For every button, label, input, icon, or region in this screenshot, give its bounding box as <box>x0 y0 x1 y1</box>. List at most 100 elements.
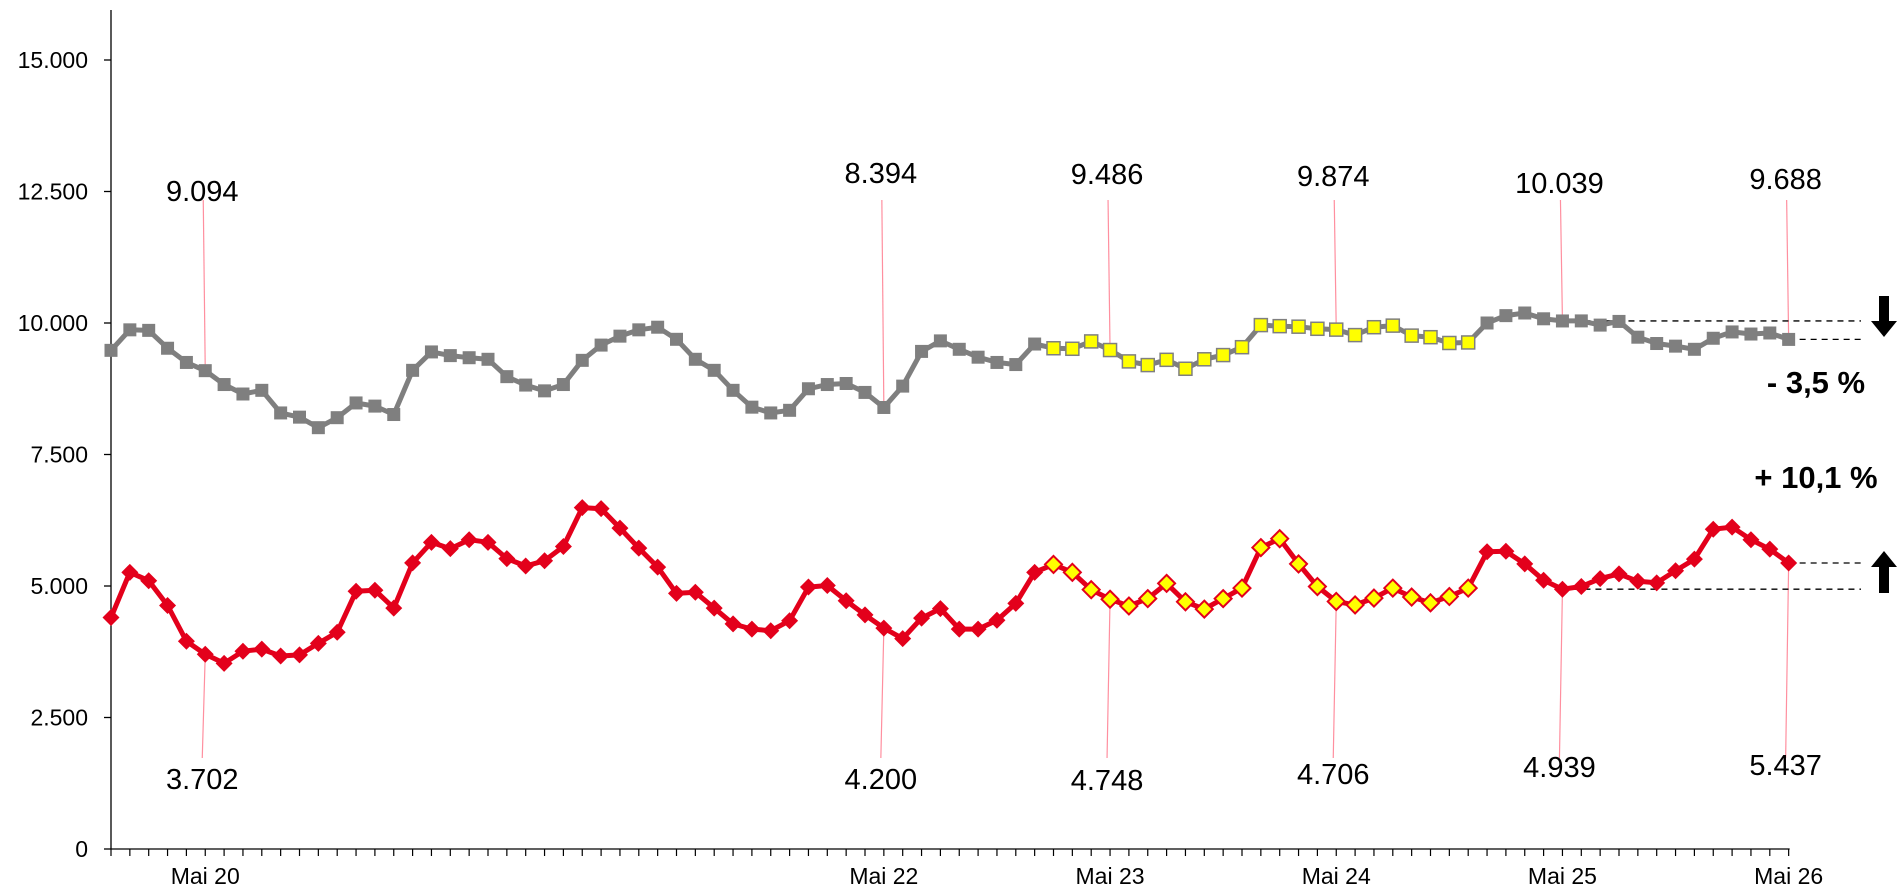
data-point-marker <box>198 364 212 378</box>
data-point-marker <box>1401 587 1422 607</box>
data-point-marker <box>1102 342 1118 358</box>
data-point-marker <box>877 400 891 414</box>
data-point-marker <box>988 611 1006 629</box>
data-point-marker <box>1194 599 1215 620</box>
annotation-value-label: 3.702 <box>166 764 239 796</box>
data-point-marker <box>441 540 459 558</box>
data-point-marker <box>913 609 931 627</box>
data-point-marker <box>1631 330 1645 344</box>
annotation-leader-line <box>1106 599 1111 759</box>
annotation-leader-line <box>880 628 885 759</box>
data-point-marker <box>1100 589 1120 610</box>
series-lines <box>108 310 1791 666</box>
data-point-marker <box>196 645 214 663</box>
data-point-marker <box>1156 573 1177 594</box>
annotation-leader-line <box>1332 601 1337 759</box>
data-point-marker <box>1347 327 1363 343</box>
data-point-marker <box>179 355 193 369</box>
data-point-marker <box>1593 318 1607 332</box>
data-point-marker <box>1310 321 1325 337</box>
data-point-marker <box>726 383 740 397</box>
data-point-marker <box>915 344 929 358</box>
data-point-marker <box>291 646 308 664</box>
annotation-leader-line <box>881 199 885 408</box>
data-point-marker <box>1081 579 1102 600</box>
annotation-value-label: 9.688 <box>1749 164 1822 196</box>
data-point-marker <box>1650 337 1664 351</box>
data-point-marker <box>1329 322 1344 337</box>
annotation-value-label: 9.486 <box>1071 159 1144 191</box>
data-point-marker <box>1366 319 1382 335</box>
data-point-marker <box>1007 594 1025 612</box>
data-point-marker <box>688 352 702 366</box>
y-tick-label: 2.500 <box>30 705 88 731</box>
x-tick-label: Mai 25 <box>1528 863 1597 889</box>
data-point-marker <box>707 363 721 377</box>
data-point-marker <box>1669 339 1683 353</box>
data-point-marker <box>1291 319 1306 334</box>
annotation-leader-line <box>1333 199 1337 330</box>
annotation-value-label: 10.039 <box>1515 168 1604 200</box>
data-point-marker <box>387 408 401 422</box>
data-point-marker <box>309 634 327 652</box>
percent-change-label: + 10,1 % <box>1754 460 1877 495</box>
data-point-marker <box>422 533 440 551</box>
data-point-marker <box>366 581 384 599</box>
data-point-marker <box>1460 335 1476 350</box>
data-point-marker <box>385 599 403 617</box>
annotation-value-label: 8.394 <box>845 158 918 190</box>
data-point-marker <box>1046 340 1061 356</box>
data-point-marker <box>234 642 252 660</box>
data-point-marker <box>215 654 233 672</box>
percent-change-label: - 3,5 % <box>1767 365 1865 400</box>
data-point-marker <box>1026 563 1044 581</box>
x-tick-label: Mai 24 <box>1302 863 1371 889</box>
data-point-marker <box>1612 314 1626 328</box>
data-point-marker <box>1535 571 1553 589</box>
y-tick-label: 7.500 <box>30 442 88 468</box>
data-point-marker <box>1706 331 1720 345</box>
data-point-marker <box>969 620 987 638</box>
data-point-marker <box>649 558 667 576</box>
series-line-0 <box>109 310 1790 431</box>
data-point-marker <box>1742 531 1760 549</box>
data-point-marker <box>1121 354 1137 369</box>
data-point-marker <box>404 554 422 572</box>
data-point-marker <box>368 399 382 413</box>
annotation-value-label: 4.939 <box>1523 752 1596 784</box>
data-point-marker <box>896 379 910 393</box>
data-point-marker <box>611 519 629 537</box>
data-point-marker <box>236 387 250 401</box>
data-point-marker <box>517 557 535 575</box>
data-point-marker <box>1553 580 1571 598</box>
data-point-marker <box>705 599 723 617</box>
data-point-marker <box>1591 570 1609 588</box>
data-point-marker <box>328 623 346 641</box>
annotation-value-label: 4.706 <box>1297 759 1370 791</box>
data-point-marker <box>1118 596 1139 616</box>
data-point-marker <box>274 406 288 420</box>
x-tick-label: Mai 22 <box>849 863 918 889</box>
data-point-marker <box>538 384 552 398</box>
data-point-marker <box>1307 576 1328 597</box>
data-point-marker <box>1062 562 1083 583</box>
data-point-marker <box>801 382 815 396</box>
data-point-marker <box>781 612 799 630</box>
data-point-marker <box>1250 537 1271 558</box>
data-point-marker <box>1648 574 1666 592</box>
data-point-marker <box>743 620 761 638</box>
data-point-marker <box>1043 554 1064 575</box>
data-point-marker <box>1215 347 1231 363</box>
data-point-marker <box>783 403 797 417</box>
data-point-marker <box>1537 312 1551 326</box>
data-point-marker <box>102 609 120 627</box>
data-point-marker <box>1213 588 1234 609</box>
data-point-marker <box>573 499 591 517</box>
data-point-marker <box>159 596 177 614</box>
data-point-marker <box>121 563 139 581</box>
data-point-marker <box>613 329 627 343</box>
data-point-marker <box>630 539 648 557</box>
data-point-marker <box>971 350 985 364</box>
data-point-marker <box>1480 316 1494 330</box>
y-tick-label: 0 <box>75 836 88 862</box>
